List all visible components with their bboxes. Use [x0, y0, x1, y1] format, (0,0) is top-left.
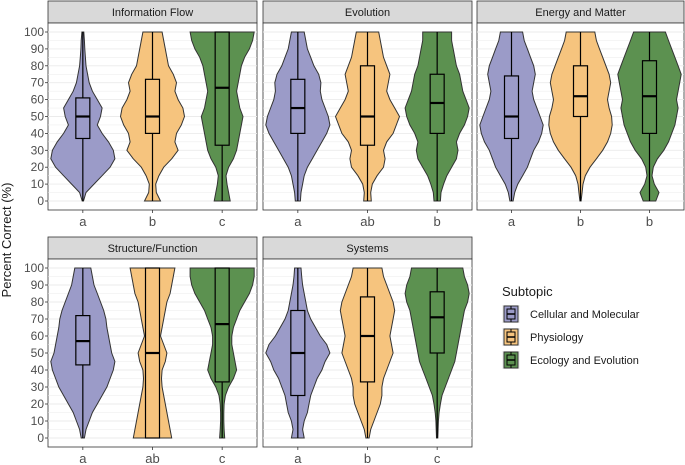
legend-item: Physiology	[502, 328, 584, 346]
y-tick-label: 10	[31, 414, 45, 428]
facet-panel: Evolution a ab b	[262, 0, 473, 229]
y-tick-label: 20	[31, 397, 45, 411]
legend-label: Cellular and Molecular	[530, 309, 640, 321]
y-tick-label: 100	[24, 261, 44, 275]
x-category-label: ab	[360, 214, 374, 229]
y-tick-label: 90	[31, 278, 45, 292]
x-category-label: b	[577, 214, 584, 229]
y-tick-label: 50	[31, 346, 45, 360]
y-tick-label: 100	[24, 25, 44, 39]
strip-title: Evolution	[345, 7, 390, 19]
y-tick-label: 70	[31, 312, 45, 326]
y-tick-label: 20	[31, 160, 45, 174]
y-tick-label: 0	[37, 431, 44, 445]
y-tick-label: 10	[31, 177, 45, 191]
legend: Subtopic Cellular and Molecular Physiolog…	[502, 284, 640, 369]
x-category-label: b	[149, 214, 156, 229]
box-iqr	[290, 78, 306, 134]
legend-label: Ecology and Evolution	[530, 355, 639, 367]
y-tick-label: 80	[31, 59, 45, 73]
x-category-label: b	[646, 214, 653, 229]
x-category-label: b	[364, 451, 371, 465]
y-tick-label: 30	[31, 143, 45, 157]
y-tick-label: 50	[31, 110, 45, 124]
y-axis-title: Percent Correct (%)	[0, 183, 14, 298]
y-tick-label: 80	[31, 295, 45, 309]
legend-item: Cellular and Molecular	[502, 305, 640, 323]
strip-title: Energy and Matter	[535, 7, 626, 19]
box-iqr	[359, 65, 376, 146]
x-category-label: a	[79, 451, 87, 465]
box-iqr	[359, 296, 376, 383]
legend-label: Physiology	[530, 332, 584, 344]
x-category-label: ab	[145, 451, 159, 465]
legend-item: Ecology and Evolution	[502, 351, 639, 369]
x-category-label: c	[434, 451, 441, 465]
y-tick-label: 30	[31, 380, 45, 394]
facet-panel: Systems a b c	[262, 236, 473, 465]
facet-panel: Energy and Matter a b b	[476, 0, 685, 229]
y-tick-label: 60	[31, 93, 45, 107]
y-tick-label: 0	[37, 194, 44, 208]
facet-panel: Structure/Function 0 10 20 30 40 50 60 70 80 90 100…	[24, 236, 258, 465]
box-iqr	[75, 97, 91, 140]
facet-panel: Information Flow 0 10 20 30 40 50 60 70 80 90 100 a b…	[24, 0, 258, 229]
y-tick-label: 90	[31, 42, 45, 56]
x-category-label: a	[294, 214, 302, 229]
y-tick-label: 60	[31, 329, 45, 343]
box-iqr	[572, 65, 589, 118]
x-category-label: a	[294, 451, 302, 465]
x-category-label: a	[508, 214, 516, 229]
x-category-label: a	[79, 214, 87, 229]
y-tick-label: 40	[31, 126, 45, 140]
x-category-label: b	[434, 214, 441, 229]
y-tick-label: 40	[31, 363, 45, 377]
x-category-label: c	[219, 451, 226, 465]
box-iqr	[429, 291, 445, 354]
legend-title: Subtopic	[502, 284, 553, 299]
y-tick-label: 70	[31, 76, 45, 90]
strip-title: Structure/Function	[108, 243, 198, 255]
strip-title: Information Flow	[112, 7, 193, 19]
x-category-label: c	[219, 214, 226, 229]
box-iqr	[503, 75, 520, 140]
box-iqr	[144, 78, 161, 134]
strip-title: Systems	[346, 243, 389, 255]
